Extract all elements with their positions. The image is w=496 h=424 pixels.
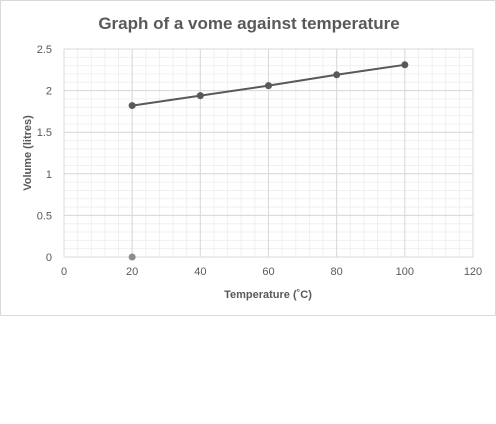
data-point xyxy=(265,82,272,90)
x-axis-title: Temperature (˚C) xyxy=(224,289,312,301)
x-tick-labels: 0 20 40 60 80 100 120 xyxy=(61,266,482,278)
x-tick-label: 100 xyxy=(396,266,414,278)
y-axis-title: Volume (litres) xyxy=(22,115,34,191)
x-tick-label: 40 xyxy=(194,266,206,278)
y-tick-labels: 0 0.5 1 1.5 2 2.5 xyxy=(37,44,52,264)
chart-title: Graph of a vome against temperature xyxy=(98,14,399,33)
y-tick-label: 0 xyxy=(46,252,52,264)
y-tick-label: 0.5 xyxy=(37,210,52,222)
x-tick-label: 80 xyxy=(331,266,343,278)
y-tick-label: 2.5 xyxy=(37,44,52,56)
major-gridlines xyxy=(63,48,474,258)
y-tick-label: 1 xyxy=(46,169,52,181)
x-tick-label: 0 xyxy=(61,266,67,278)
y-tick-label: 2 xyxy=(46,86,52,98)
data-point xyxy=(333,71,341,79)
x-tick-label: 60 xyxy=(262,266,274,278)
data-point xyxy=(196,92,204,100)
x-tick-label: 120 xyxy=(464,266,482,278)
data-point xyxy=(128,102,136,110)
chart-svg: Graph of a vome against temperature 0 20 4… xyxy=(22,14,482,301)
data-point xyxy=(128,253,136,261)
data-series xyxy=(128,61,409,261)
chart-area: Graph of a vome against temperature 0 20 4… xyxy=(0,0,496,316)
y-tick-label: 1.5 xyxy=(37,127,52,139)
x-tick-label: 20 xyxy=(126,266,138,278)
data-point xyxy=(401,61,409,69)
